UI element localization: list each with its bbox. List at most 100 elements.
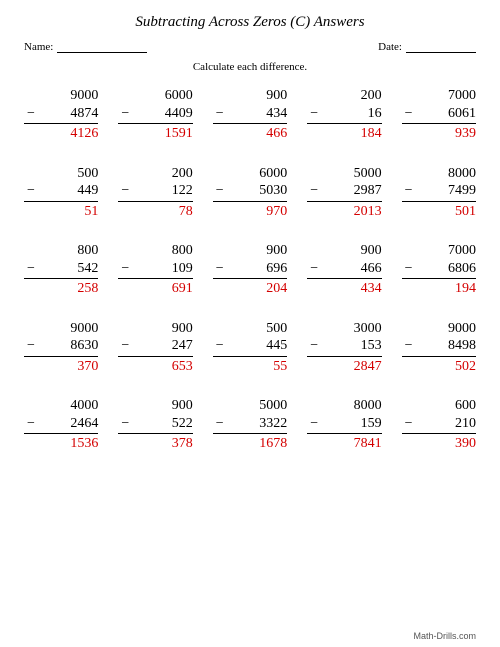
subtraction-problem: 8000−1597841 bbox=[307, 397, 381, 453]
subtrahend-row: −6806 bbox=[402, 260, 476, 280]
subtrahend: 434 bbox=[266, 105, 287, 123]
subtraction-problem: 9000−48744126 bbox=[24, 87, 98, 143]
subtrahend: 7499 bbox=[448, 182, 476, 200]
subtraction-problem: 5000−33221678 bbox=[213, 397, 287, 453]
answer: 258 bbox=[24, 279, 98, 298]
subtrahend-row: −696 bbox=[213, 260, 287, 280]
subtrahend-row: − 4409 bbox=[118, 105, 192, 125]
meta-row: Name: Date: bbox=[24, 41, 476, 53]
minus-sign: − bbox=[213, 415, 224, 433]
subtrahend-row: − 8630 bbox=[24, 337, 98, 357]
subtrahend: 2464 bbox=[70, 415, 98, 433]
answer: 378 bbox=[118, 434, 192, 453]
answer: 184 bbox=[307, 124, 381, 143]
instruction-text: Calculate each difference. bbox=[24, 61, 476, 73]
subtrahend-row: −122 bbox=[118, 182, 192, 202]
subtraction-problem: 200−16184 bbox=[307, 87, 381, 143]
subtrahend: 4409 bbox=[165, 105, 193, 123]
subtraction-problem: 500−44555 bbox=[213, 320, 287, 376]
subtraction-problem: 8000−7499501 bbox=[402, 165, 476, 221]
minuend: 3000 bbox=[307, 320, 381, 338]
minuend: 500 bbox=[213, 320, 287, 338]
subtrahend-row: − 4874 bbox=[24, 105, 98, 125]
problem-grid: 9000−487441266000−44091591900−434466200−… bbox=[24, 87, 476, 453]
subtrahend: 109 bbox=[172, 260, 193, 278]
minus-sign: − bbox=[307, 415, 318, 433]
subtrahend-row: −6061 bbox=[402, 105, 476, 125]
minus-sign: − bbox=[213, 337, 224, 355]
minus-sign: − bbox=[24, 105, 35, 123]
minus-sign: − bbox=[24, 415, 35, 433]
subtraction-problem: 800−109691 bbox=[118, 242, 192, 298]
subtrahend-row: −7499 bbox=[402, 182, 476, 202]
subtrahend: 16 bbox=[368, 105, 382, 123]
subtrahend: 8630 bbox=[70, 337, 98, 355]
answer: 502 bbox=[402, 357, 476, 376]
answer: 1536 bbox=[24, 434, 98, 453]
minuend: 600 bbox=[402, 397, 476, 415]
subtrahend-row: −8498 bbox=[402, 337, 476, 357]
subtrahend-row: −247 bbox=[118, 337, 192, 357]
subtrahend: 159 bbox=[361, 415, 382, 433]
name-blank bbox=[57, 41, 147, 53]
subtrahend: 696 bbox=[266, 260, 287, 278]
subtrahend-row: − 2464 bbox=[24, 415, 98, 435]
minuend: 200 bbox=[118, 165, 192, 183]
subtrahend-row: −109 bbox=[118, 260, 192, 280]
subtrahend: 542 bbox=[77, 260, 98, 278]
subtrahend: 153 bbox=[361, 337, 382, 355]
minus-sign: − bbox=[24, 260, 35, 278]
subtraction-problem: 900−247653 bbox=[118, 320, 192, 376]
minus-sign: − bbox=[118, 105, 129, 123]
subtraction-problem: 600−210390 bbox=[402, 397, 476, 453]
answer: 2847 bbox=[307, 357, 381, 376]
subtrahend: 5030 bbox=[259, 182, 287, 200]
subtrahend-row: −466 bbox=[307, 260, 381, 280]
minuend: 4000 bbox=[24, 397, 98, 415]
subtraction-problem: 7000−6061939 bbox=[402, 87, 476, 143]
subtraction-problem: 9000−8498502 bbox=[402, 320, 476, 376]
minuend: 9000 bbox=[402, 320, 476, 338]
answer: 1591 bbox=[118, 124, 192, 143]
subtraction-problem: 900−696204 bbox=[213, 242, 287, 298]
subtraction-problem: 6000− 5030 970 bbox=[213, 165, 287, 221]
subtrahend: 122 bbox=[172, 182, 193, 200]
subtrahend-row: − 5030 bbox=[213, 182, 287, 202]
answer: 51 bbox=[24, 202, 98, 221]
answer: 78 bbox=[118, 202, 192, 221]
subtrahend: 4874 bbox=[70, 105, 98, 123]
minus-sign: − bbox=[213, 182, 224, 200]
date-blank bbox=[406, 41, 476, 53]
minuend: 800 bbox=[118, 242, 192, 260]
minuend: 7000 bbox=[402, 87, 476, 105]
subtrahend-row: − 522 bbox=[118, 415, 192, 435]
minuend: 8000 bbox=[402, 165, 476, 183]
minuend: 5000 bbox=[307, 165, 381, 183]
answer: 970 bbox=[213, 202, 287, 221]
minuend: 8000 bbox=[307, 397, 381, 415]
minuend: 500 bbox=[24, 165, 98, 183]
minus-sign: − bbox=[118, 415, 129, 433]
subtrahend-row: − 16 bbox=[307, 105, 381, 125]
subtraction-problem: 900−466434 bbox=[307, 242, 381, 298]
minuend: 900 bbox=[118, 397, 192, 415]
subtraction-problem: 9000−8630370 bbox=[24, 320, 98, 376]
subtraction-problem: 7000−6806194 bbox=[402, 242, 476, 298]
minuend: 900 bbox=[213, 87, 287, 105]
minuend: 5000 bbox=[213, 397, 287, 415]
answer: 194 bbox=[402, 279, 476, 298]
minus-sign: − bbox=[24, 337, 35, 355]
subtraction-problem: 5000−29872013 bbox=[307, 165, 381, 221]
answer: 1678 bbox=[213, 434, 287, 453]
footer-text: Math-Drills.com bbox=[413, 631, 476, 641]
subtrahend-row: −449 bbox=[24, 182, 98, 202]
answer: 204 bbox=[213, 279, 287, 298]
answer: 939 bbox=[402, 124, 476, 143]
minuend: 9000 bbox=[24, 87, 98, 105]
subtrahend: 522 bbox=[172, 415, 193, 433]
subtraction-problem: 6000−44091591 bbox=[118, 87, 192, 143]
minus-sign: − bbox=[307, 105, 318, 123]
minuend: 6000 bbox=[213, 165, 287, 183]
subtrahend-row: −445 bbox=[213, 337, 287, 357]
subtrahend: 449 bbox=[77, 182, 98, 200]
